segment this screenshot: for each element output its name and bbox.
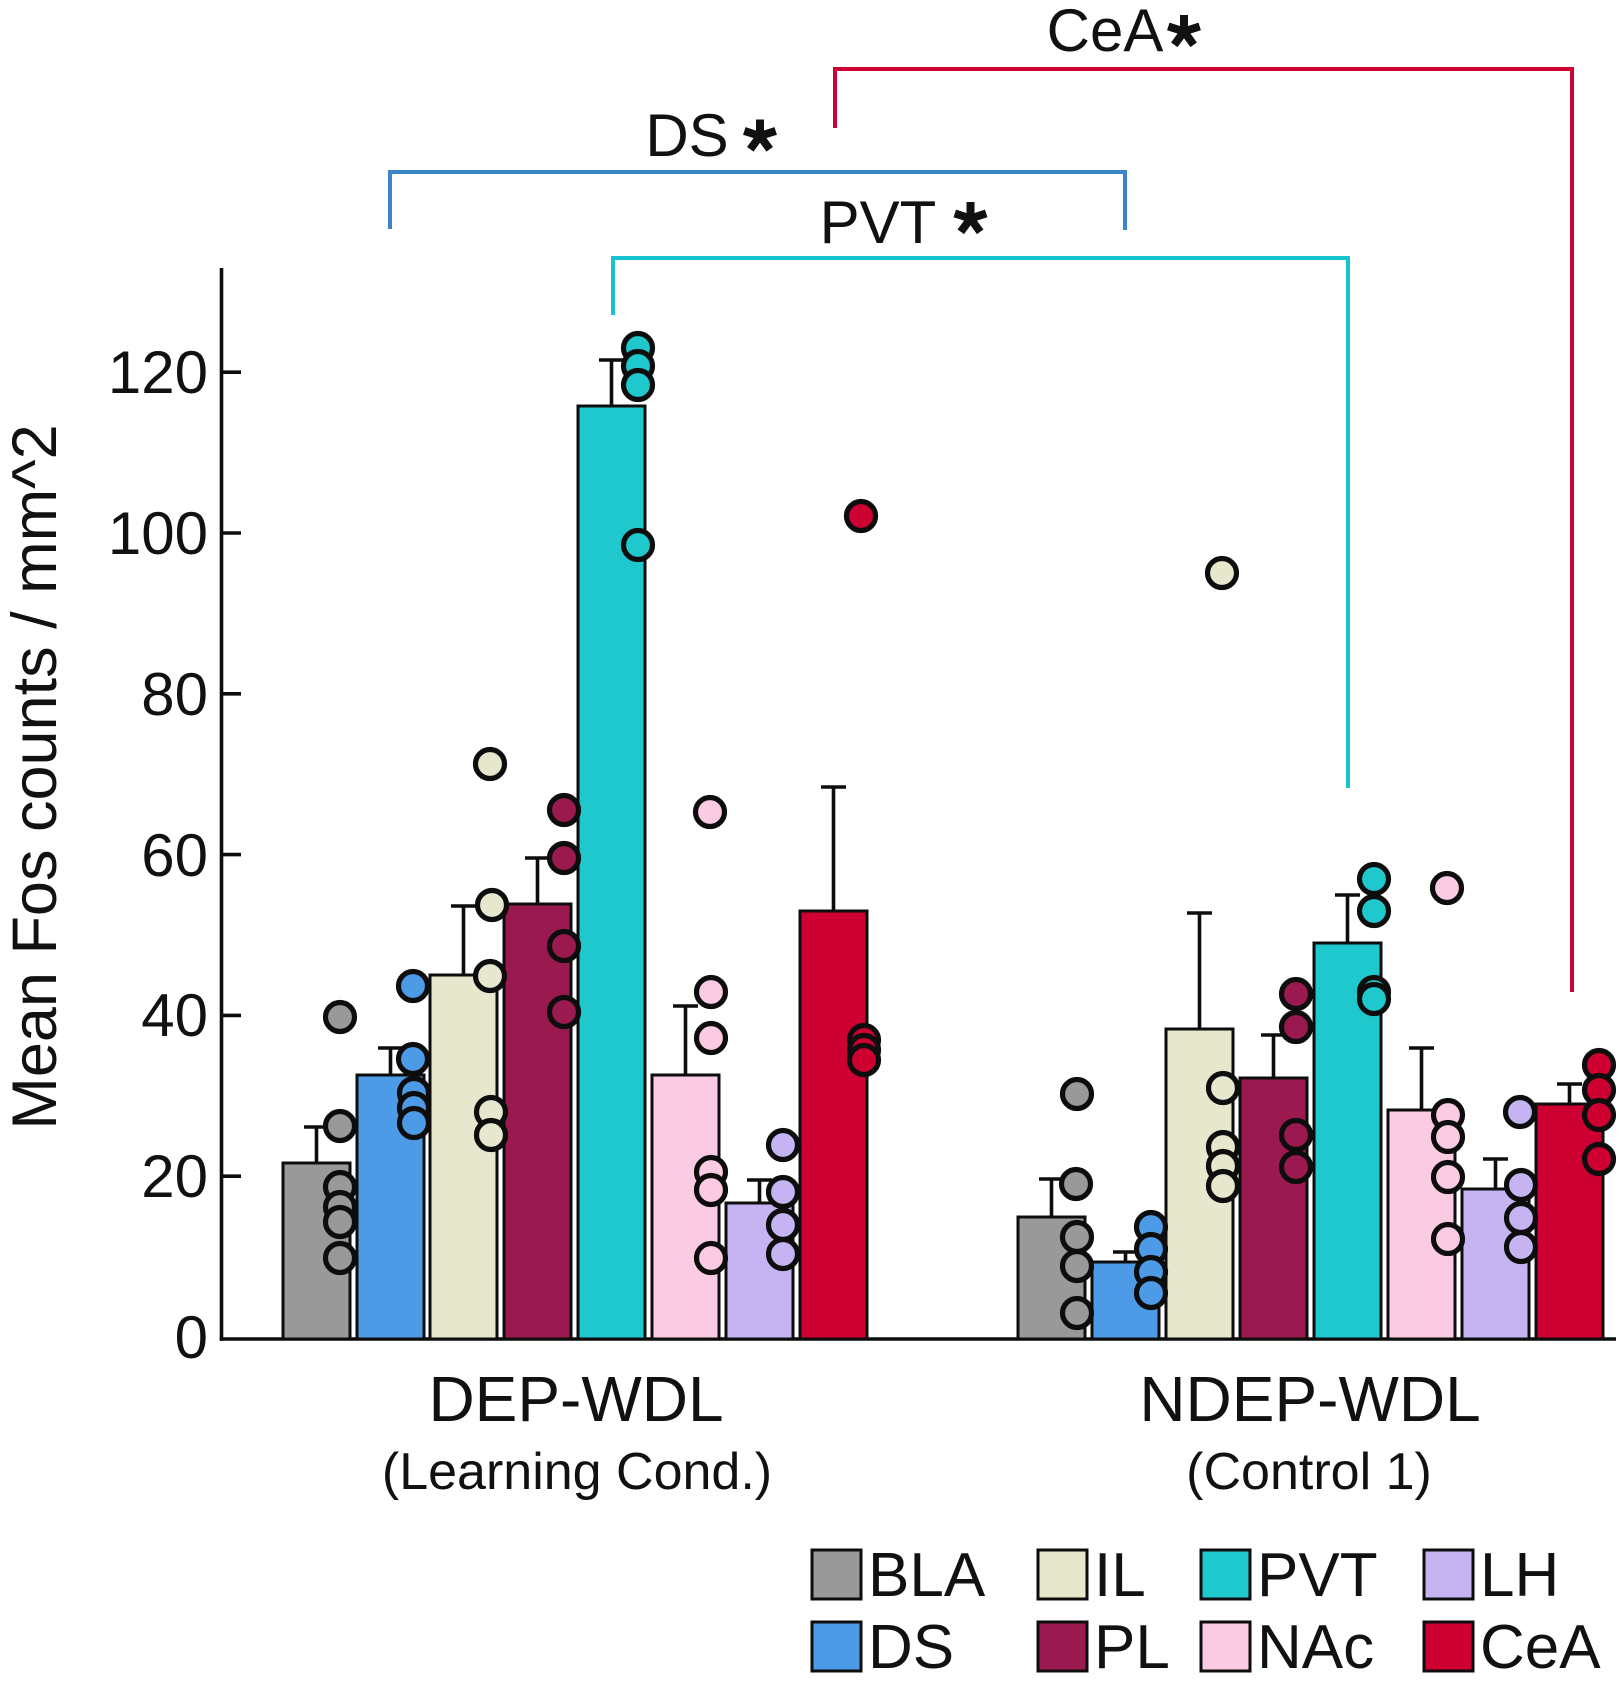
svg-text:80: 80: [141, 661, 208, 728]
svg-text:120: 120: [108, 339, 208, 406]
svg-text:(Learning Cond.): (Learning Cond.): [382, 1443, 772, 1501]
svg-text:LH: LH: [1480, 1541, 1559, 1610]
svg-text:PVT: PVT: [820, 189, 937, 256]
svg-text:DEP-WDL: DEP-WDL: [428, 1363, 723, 1435]
svg-text:40: 40: [141, 982, 208, 1049]
svg-text:CeA: CeA: [1047, 0, 1164, 64]
svg-text:PVT: PVT: [1257, 1541, 1378, 1610]
svg-text:DS: DS: [868, 1613, 954, 1679]
svg-text:Mean Fos counts / mm^2: Mean Fos counts / mm^2: [0, 424, 70, 1129]
svg-text:0: 0: [175, 1304, 208, 1371]
svg-text:DS: DS: [645, 102, 728, 169]
svg-text:BLA: BLA: [868, 1541, 986, 1610]
svg-text:CeA: CeA: [1480, 1613, 1601, 1679]
svg-text:100: 100: [108, 500, 208, 567]
svg-text:20: 20: [141, 1143, 208, 1210]
svg-text:IL: IL: [1094, 1541, 1146, 1610]
svg-text:NAc: NAc: [1257, 1613, 1374, 1679]
svg-text:NDEP-WDL: NDEP-WDL: [1139, 1363, 1480, 1435]
svg-text:(Control 1): (Control 1): [1186, 1443, 1432, 1501]
svg-text:60: 60: [141, 822, 208, 889]
svg-text:PL: PL: [1094, 1613, 1170, 1679]
